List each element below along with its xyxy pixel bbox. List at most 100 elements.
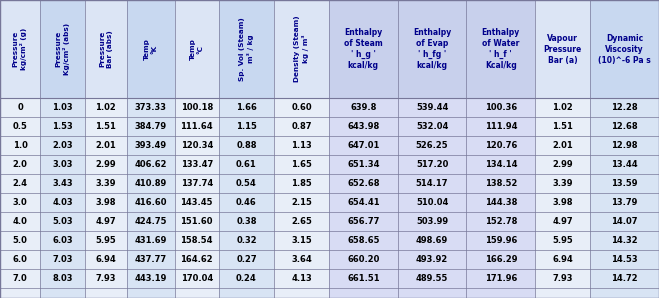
Bar	[127, 136, 175, 155]
Bar	[467, 232, 535, 250]
Bar	[535, 250, 590, 269]
Bar	[84, 98, 127, 117]
Text: 12.98: 12.98	[612, 141, 638, 150]
Text: 12.28: 12.28	[612, 103, 638, 112]
Bar	[0, 193, 40, 212]
Text: 2.4: 2.4	[13, 179, 28, 188]
Text: 171.96: 171.96	[484, 274, 517, 283]
Bar	[398, 288, 467, 298]
Bar	[398, 174, 467, 193]
Text: 7.93: 7.93	[552, 274, 573, 283]
Text: 2.65: 2.65	[291, 218, 312, 226]
Text: 643.98: 643.98	[347, 122, 380, 131]
Bar	[127, 98, 175, 117]
Text: 3.64: 3.64	[291, 255, 312, 264]
Text: 2.99: 2.99	[552, 160, 573, 169]
Bar	[398, 117, 467, 136]
Text: 0: 0	[17, 103, 23, 112]
Text: 1.85: 1.85	[291, 179, 312, 188]
Bar	[329, 212, 398, 232]
Text: 120.34: 120.34	[181, 141, 213, 150]
Bar	[398, 232, 467, 250]
Bar	[274, 117, 329, 136]
Bar	[0, 250, 40, 269]
Bar	[127, 155, 175, 174]
Bar	[0, 288, 40, 298]
Bar	[274, 193, 329, 212]
Bar	[274, 269, 329, 288]
Text: 4.97: 4.97	[96, 218, 116, 226]
Text: 373.33: 373.33	[134, 103, 167, 112]
Bar	[175, 174, 219, 193]
Bar	[398, 193, 467, 212]
Bar	[0, 288, 659, 295]
Text: Temp
°K: Temp °K	[144, 38, 158, 60]
Text: 410.89: 410.89	[134, 179, 167, 188]
Bar	[398, 212, 467, 232]
Bar	[40, 0, 84, 98]
Text: 1.0: 1.0	[13, 141, 28, 150]
Text: 4.03: 4.03	[52, 198, 72, 207]
Text: 0.38: 0.38	[236, 218, 257, 226]
Bar	[467, 174, 535, 193]
Bar	[0, 232, 40, 250]
Text: 1.02: 1.02	[552, 103, 573, 112]
Bar	[0, 117, 40, 136]
Bar	[0, 288, 659, 298]
Text: 2.03: 2.03	[52, 141, 72, 150]
Bar	[175, 117, 219, 136]
Text: Sp. Vol (Steam)
m³ / kg: Sp. Vol (Steam) m³ / kg	[239, 17, 254, 81]
Text: 2.99: 2.99	[96, 160, 116, 169]
Text: 2.01: 2.01	[96, 141, 116, 150]
Bar	[175, 98, 219, 117]
Bar	[127, 212, 175, 232]
Text: 6.94: 6.94	[552, 255, 573, 264]
Bar	[329, 193, 398, 212]
Text: 100.18: 100.18	[181, 103, 213, 112]
Text: 13.79: 13.79	[612, 198, 638, 207]
Bar	[590, 232, 659, 250]
Bar	[219, 117, 274, 136]
Bar	[0, 136, 40, 155]
Bar	[274, 98, 329, 117]
Text: 14.53: 14.53	[612, 255, 638, 264]
Bar	[175, 193, 219, 212]
Bar	[398, 250, 467, 269]
Text: 133.47: 133.47	[181, 160, 213, 169]
Text: 14.32: 14.32	[612, 236, 638, 246]
Bar	[219, 232, 274, 250]
Text: 14.07: 14.07	[612, 218, 638, 226]
Bar	[467, 136, 535, 155]
Text: Enthalpy
of Water
' h_f '
Kcal/kg: Enthalpy of Water ' h_f ' Kcal/kg	[482, 28, 520, 70]
Text: 100.36: 100.36	[485, 103, 517, 112]
Bar	[398, 0, 467, 98]
Text: 517.20: 517.20	[416, 160, 448, 169]
Bar	[329, 174, 398, 193]
Bar	[84, 136, 127, 155]
Bar	[219, 174, 274, 193]
Bar	[467, 117, 535, 136]
Text: Density (Steam)
kg / m³: Density (Steam) kg / m³	[294, 16, 309, 83]
Text: 5.03: 5.03	[52, 218, 72, 226]
Bar	[219, 155, 274, 174]
Bar	[219, 98, 274, 117]
Bar	[398, 98, 467, 117]
Bar	[535, 193, 590, 212]
Bar	[590, 136, 659, 155]
Text: 1.15: 1.15	[236, 122, 257, 131]
Text: 3.39: 3.39	[96, 179, 116, 188]
Text: 3.98: 3.98	[552, 198, 573, 207]
Text: 7.03: 7.03	[52, 255, 72, 264]
Text: 3.03: 3.03	[52, 160, 72, 169]
Text: Pressure
Bar (abs): Pressure Bar (abs)	[99, 30, 113, 68]
Bar	[535, 212, 590, 232]
Bar	[84, 193, 127, 212]
Text: 152.78: 152.78	[484, 218, 517, 226]
Bar	[590, 250, 659, 269]
Text: 0.88: 0.88	[236, 141, 257, 150]
Bar	[175, 136, 219, 155]
Text: 1.51: 1.51	[552, 122, 573, 131]
Text: 1.51: 1.51	[96, 122, 116, 131]
Text: 0.27: 0.27	[236, 255, 257, 264]
Bar	[274, 174, 329, 193]
